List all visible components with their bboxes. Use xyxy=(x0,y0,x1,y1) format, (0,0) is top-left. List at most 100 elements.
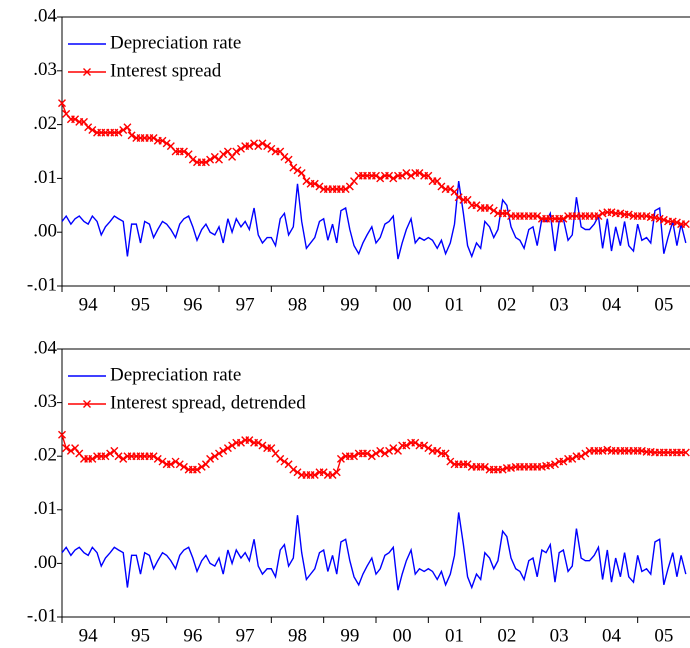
series-marker xyxy=(385,171,394,180)
series-marker xyxy=(577,452,586,461)
series-marker xyxy=(559,457,568,466)
series-marker xyxy=(158,136,167,145)
series-marker xyxy=(289,163,298,172)
series-marker xyxy=(398,171,407,180)
series-marker xyxy=(210,452,219,461)
series-marker xyxy=(232,147,241,156)
series-marker xyxy=(193,465,202,474)
series-marker xyxy=(228,152,237,161)
series-marker xyxy=(280,152,289,161)
series-marker xyxy=(179,462,188,471)
series-marker xyxy=(254,142,263,151)
series-marker xyxy=(58,99,66,108)
series-marker xyxy=(550,460,559,469)
series-marker xyxy=(402,169,411,178)
series-marker xyxy=(380,449,389,458)
legend-label: Depreciation rate xyxy=(110,32,241,53)
series-marker xyxy=(363,449,372,458)
series-marker xyxy=(197,462,206,471)
x-tick-label: 96 xyxy=(183,625,202,646)
series-marker xyxy=(79,117,88,126)
series-marker xyxy=(236,144,245,153)
series-marker xyxy=(114,452,123,461)
series-marker xyxy=(184,150,193,159)
series-marker xyxy=(568,454,577,463)
series-marker xyxy=(319,468,328,477)
series-marker xyxy=(598,446,607,455)
series-marker xyxy=(215,155,223,164)
series-marker xyxy=(88,125,97,134)
series-marker xyxy=(119,125,128,134)
series-marker xyxy=(336,454,345,463)
x-tick-label: 04 xyxy=(602,294,622,315)
series-marker xyxy=(437,182,446,191)
x-tick-label: 05 xyxy=(654,294,673,315)
series-marker xyxy=(310,179,319,188)
series-marker xyxy=(411,438,420,447)
series-marker xyxy=(284,155,293,164)
series-marker xyxy=(267,144,276,153)
series-marker xyxy=(367,452,376,461)
y-tick-label: .01 xyxy=(33,167,57,188)
series-marker xyxy=(533,212,542,221)
series-marker xyxy=(454,193,463,202)
series-marker xyxy=(446,457,455,466)
series-marker xyxy=(201,158,210,167)
x-tick-label: 98 xyxy=(288,625,307,646)
y-tick-label: .03 xyxy=(33,391,57,412)
series-marker xyxy=(376,446,385,455)
series-marker xyxy=(258,441,267,450)
series-marker xyxy=(293,468,302,477)
series-marker xyxy=(267,444,276,453)
series-marker xyxy=(372,449,380,458)
series-marker xyxy=(179,147,188,156)
series-marker xyxy=(245,436,254,445)
series-marker xyxy=(219,150,228,159)
legend-label: Interest spread xyxy=(110,60,222,81)
y-tick-label: .02 xyxy=(33,113,57,134)
series-marker xyxy=(420,441,429,450)
series-marker xyxy=(681,448,690,457)
x-tick-label: 96 xyxy=(183,294,202,315)
series-marker xyxy=(223,444,232,453)
series-marker xyxy=(446,185,455,194)
legend-marker xyxy=(83,68,91,76)
series-marker xyxy=(424,171,433,180)
y-tick-label: .04 xyxy=(33,5,57,26)
series-marker xyxy=(71,115,80,124)
series-marker xyxy=(498,465,507,474)
series-marker xyxy=(88,454,97,463)
series-marker xyxy=(546,461,555,470)
series-marker xyxy=(123,123,132,132)
series-marker xyxy=(114,128,123,137)
series-marker xyxy=(433,177,442,186)
y-tick-label: .04 xyxy=(33,337,57,358)
series-line xyxy=(61,180,687,260)
series-marker xyxy=(624,210,633,219)
series-marker xyxy=(263,142,272,151)
series-marker xyxy=(450,187,459,196)
x-tick-label: 99 xyxy=(340,625,359,646)
series-marker xyxy=(302,177,311,186)
x-tick-label: 05 xyxy=(654,625,673,646)
series-marker xyxy=(402,441,411,450)
y-tick-label: .01 xyxy=(33,498,57,519)
series-marker xyxy=(681,220,690,229)
series-marker xyxy=(581,449,590,458)
series-marker xyxy=(433,446,442,455)
series-marker xyxy=(293,166,302,175)
series-marker xyxy=(162,139,171,148)
series-marker xyxy=(84,123,93,132)
x-tick-label: 97 xyxy=(236,625,255,646)
series-marker xyxy=(210,152,219,161)
series-marker xyxy=(485,203,494,212)
series-marker xyxy=(480,462,489,471)
x-tick-label: 02 xyxy=(497,294,516,315)
series-marker xyxy=(71,444,80,453)
series-marker xyxy=(127,131,136,140)
series-marker xyxy=(276,147,285,156)
series-marker xyxy=(236,438,245,447)
series-marker xyxy=(441,449,450,458)
y-tick-label: .03 xyxy=(33,59,57,80)
x-tick-label: 00 xyxy=(393,294,412,315)
